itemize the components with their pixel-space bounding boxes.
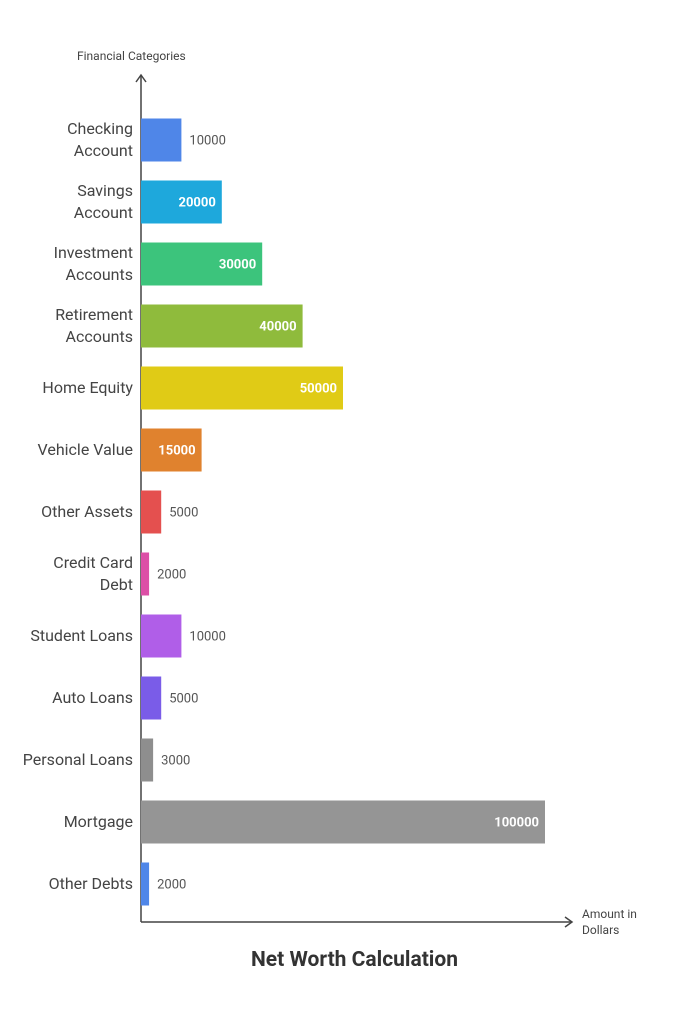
value-label: 2000 (157, 567, 186, 582)
bar (141, 180, 222, 224)
bar (141, 428, 202, 472)
x-axis-arrow (564, 916, 574, 928)
bar (141, 676, 162, 720)
value-label: 50000 (300, 381, 337, 396)
category-label: Retirement Accounts (55, 305, 133, 346)
category-label: Vehicle Value (37, 440, 133, 459)
value-label: 100000 (494, 815, 539, 830)
x-axis-label: Amount in Dollars (582, 907, 637, 937)
value-label: 15000 (158, 443, 195, 458)
category-label: Credit Card Debt (53, 553, 133, 594)
value-label: 2000 (157, 877, 186, 892)
y-axis-arrow (135, 73, 147, 83)
bar (141, 490, 162, 534)
value-label: 5000 (169, 691, 198, 706)
bar (141, 304, 303, 348)
bar (141, 862, 150, 906)
bar (141, 552, 150, 596)
value-label: 5000 (169, 505, 198, 520)
chart-title: Net Worth Calculation (250, 948, 458, 972)
category-label: Savings Account (73, 181, 133, 222)
value-label: 10000 (189, 133, 226, 148)
bar (141, 738, 154, 782)
bar (141, 242, 263, 286)
category-label: Other Assets (41, 502, 133, 521)
bar (141, 366, 343, 410)
bar (141, 800, 545, 844)
value-label: 30000 (219, 257, 256, 272)
bar (141, 118, 182, 162)
category-label: Student Loans (30, 626, 133, 645)
value-label: 40000 (259, 319, 296, 334)
category-label: Personal Loans (22, 750, 133, 769)
value-label: 10000 (189, 629, 226, 644)
value-label: 20000 (179, 195, 216, 210)
y-axis-label: Financial Categories (77, 49, 186, 63)
bar (141, 614, 182, 658)
category-label: Checking Account (67, 119, 133, 160)
value-label: 3000 (161, 753, 190, 768)
category-label: Auto Loans (52, 688, 133, 707)
category-label: Mortgage (63, 812, 133, 831)
category-label: Other Debts (48, 874, 133, 893)
category-label: Investment Accounts (53, 243, 133, 284)
category-label: Home Equity (42, 378, 133, 397)
